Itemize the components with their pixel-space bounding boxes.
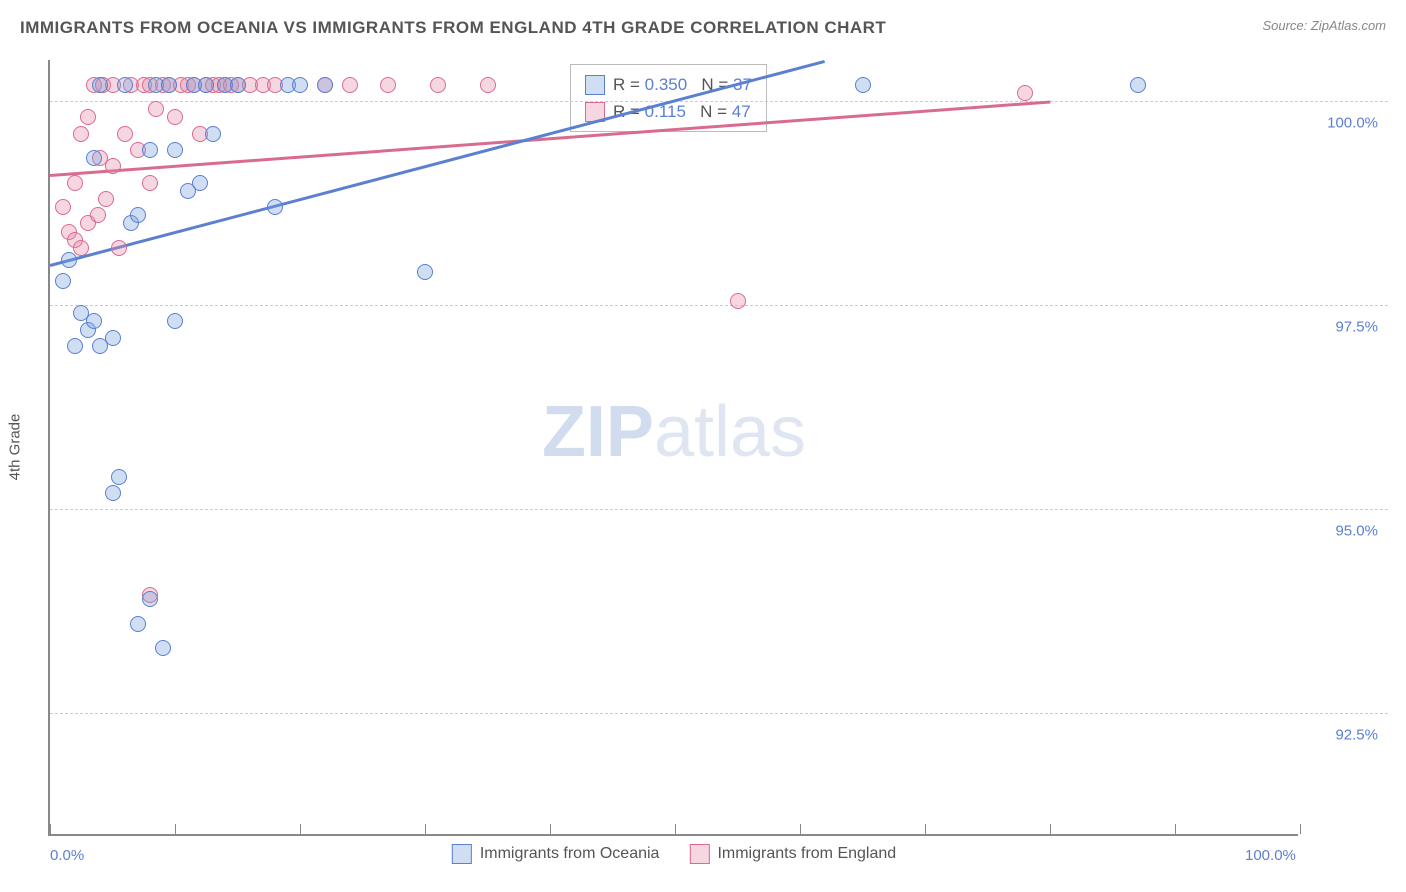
point-series1 [230, 77, 246, 93]
point-series1 [86, 150, 102, 166]
legend-swatch [689, 844, 709, 864]
point-series2 [73, 240, 89, 256]
x-tick-label: 100.0% [1245, 847, 1296, 864]
point-series2 [380, 77, 396, 93]
point-series1 [855, 77, 871, 93]
y-tick-label: 97.5% [1308, 319, 1378, 336]
point-series2 [117, 126, 133, 142]
point-series2 [67, 175, 83, 191]
y-tick-label: 100.0% [1308, 114, 1378, 131]
point-series1 [142, 591, 158, 607]
point-series2 [430, 77, 446, 93]
point-series1 [192, 175, 208, 191]
point-series1 [155, 640, 171, 656]
point-series1 [105, 330, 121, 346]
point-series1 [1130, 77, 1146, 93]
gridline-h [50, 509, 1388, 510]
point-series2 [111, 240, 127, 256]
point-series2 [73, 126, 89, 142]
point-series1 [67, 338, 83, 354]
x-tick [1300, 824, 1301, 834]
gridline-h [50, 713, 1388, 714]
x-tick-label: 0.0% [50, 847, 84, 864]
point-series2 [142, 175, 158, 191]
chart-title: IMMIGRANTS FROM OCEANIA VS IMMIGRANTS FR… [20, 18, 886, 38]
x-tick [1175, 824, 1176, 834]
point-series1 [292, 77, 308, 93]
point-series1 [117, 77, 133, 93]
point-series1 [130, 207, 146, 223]
x-tick [675, 824, 676, 834]
point-series1 [317, 77, 333, 93]
point-series1 [161, 77, 177, 93]
point-series2 [342, 77, 358, 93]
point-series2 [1017, 85, 1033, 101]
x-tick [175, 824, 176, 834]
point-series1 [111, 469, 127, 485]
bottom-legend: Immigrants from Oceania Immigrants from E… [452, 844, 896, 864]
point-series1 [417, 264, 433, 280]
point-series1 [55, 273, 71, 289]
plot-area: ZIPatlas 4th Grade R = 0.350 N = 37R = 0… [48, 60, 1298, 836]
gridline-h [50, 101, 1388, 102]
point-series1 [167, 142, 183, 158]
legend-label: Immigrants from Oceania [480, 845, 660, 863]
gridline-h [50, 305, 1388, 306]
point-series2 [148, 101, 164, 117]
point-series1 [267, 199, 283, 215]
point-series2 [480, 77, 496, 93]
x-tick [800, 824, 801, 834]
point-series1 [130, 616, 146, 632]
x-tick [925, 824, 926, 834]
y-tick-label: 92.5% [1308, 727, 1378, 744]
legend-swatch [452, 844, 472, 864]
x-tick [1050, 824, 1051, 834]
point-series2 [98, 191, 114, 207]
point-series2 [80, 109, 96, 125]
legend-label: Immigrants from England [717, 845, 896, 863]
x-tick [50, 824, 51, 834]
y-tick-label: 95.0% [1308, 523, 1378, 540]
point-series2 [730, 293, 746, 309]
chart-area: ZIPatlas 4th Grade R = 0.350 N = 37R = 0… [48, 50, 1386, 836]
point-series1 [198, 77, 214, 93]
legend-swatch [585, 75, 605, 95]
point-series1 [142, 142, 158, 158]
point-series1 [86, 313, 102, 329]
source-label: Source: ZipAtlas.com [1262, 18, 1386, 33]
point-series2 [167, 109, 183, 125]
watermark: ZIPatlas [542, 391, 806, 473]
x-tick [300, 824, 301, 834]
point-series1 [92, 77, 108, 93]
stats-legend: R = 0.350 N = 37R = 0.115 N = 47 [570, 64, 767, 132]
x-tick [425, 824, 426, 834]
point-series2 [105, 158, 121, 174]
point-series1 [105, 485, 121, 501]
point-series1 [205, 126, 221, 142]
point-series1 [167, 313, 183, 329]
x-tick [550, 824, 551, 834]
point-series1 [61, 252, 77, 268]
point-series2 [90, 207, 106, 223]
y-axis-label: 4th Grade [7, 414, 24, 481]
point-series2 [55, 199, 71, 215]
